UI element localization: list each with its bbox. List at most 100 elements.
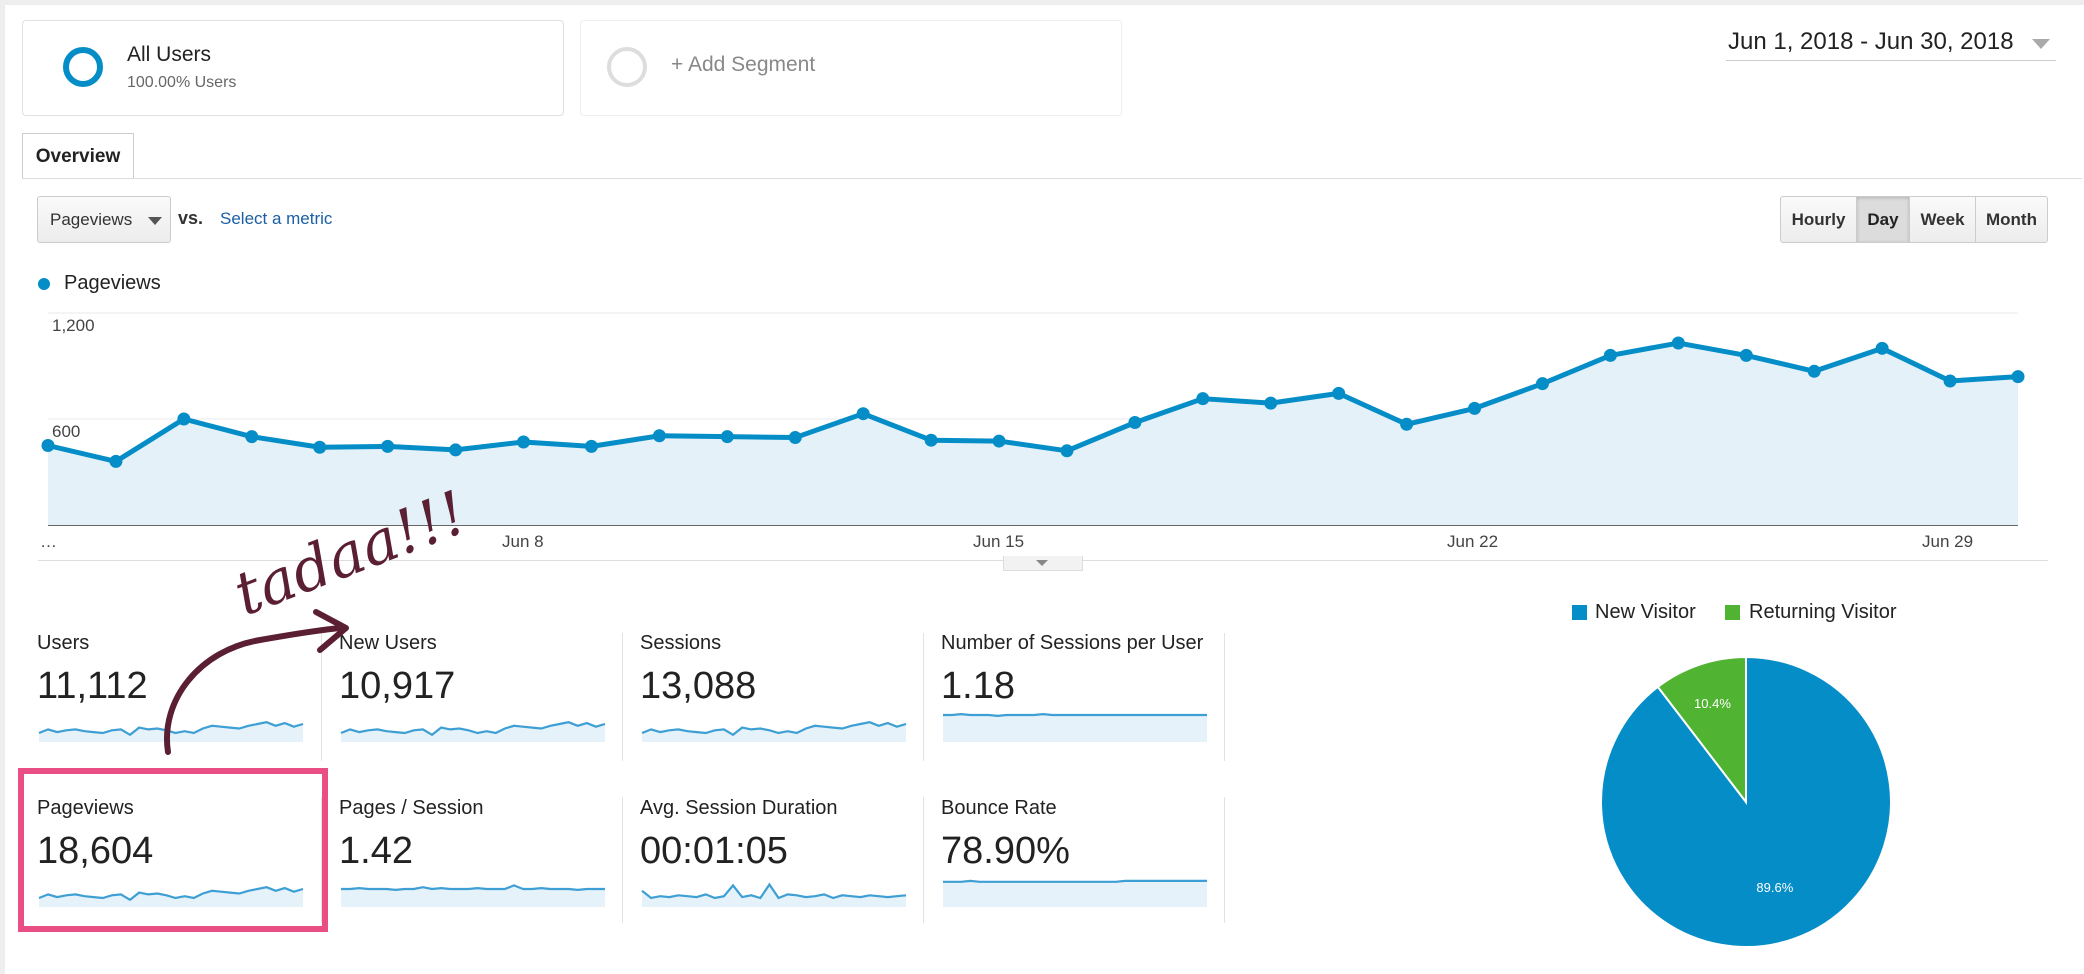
metric-sparkline: [38, 886, 304, 907]
segment-subtitle: 100.00% Users: [127, 74, 237, 91]
metric-sparkline: [943, 879, 1207, 907]
chart-point[interactable]: [41, 439, 55, 452]
chart-point[interactable]: [245, 430, 259, 444]
metric-label: Pageviews: [37, 797, 134, 819]
pie-slice[interactable]: [1656, 655, 1747, 805]
chart-point[interactable]: [1603, 348, 1617, 362]
chart-point[interactable]: [449, 443, 463, 457]
chart-point[interactable]: [1332, 386, 1346, 400]
chart-point[interactable]: [1196, 392, 1210, 406]
chart-collapse-handle[interactable]: [1003, 556, 1083, 571]
empty-segment-icon: [607, 47, 647, 87]
segment-ring-icon: [63, 47, 103, 87]
metric-label: Users: [37, 632, 90, 654]
column-divider: [321, 797, 322, 923]
chart-point[interactable]: [788, 431, 802, 445]
visitor-pie-chart: 89.6% 10.4%: [1600, 655, 1892, 948]
chart-point[interactable]: [1739, 348, 1753, 362]
chart-point[interactable]: [1535, 377, 1549, 391]
metric-sparkline: [38, 721, 304, 742]
chart-point[interactable]: [584, 439, 598, 453]
chart-point[interactable]: [1128, 416, 1142, 430]
metric-sparkline: [641, 882, 907, 907]
chart-point[interactable]: [1943, 374, 1957, 388]
pie-legend-new: New Visitor: [1595, 601, 1696, 623]
vs-label: vs.: [178, 208, 204, 228]
metric-sparkline: [943, 712, 1207, 742]
metric-value: 1.42: [339, 830, 413, 872]
tab-divider: [22, 178, 2082, 179]
chart-point[interactable]: [856, 407, 870, 421]
legend-pageviews: Pageviews: [64, 272, 161, 294]
chart-point[interactable]: [992, 434, 1006, 448]
metric-select-value: Pageviews: [50, 210, 133, 229]
column-divider: [321, 633, 322, 761]
select-metric-link[interactable]: Select a metric: [220, 209, 333, 228]
chart-point[interactable]: [109, 454, 123, 468]
metric-label: Avg. Session Duration: [640, 797, 838, 819]
chart-point[interactable]: [381, 439, 395, 453]
chart-point[interactable]: [1468, 401, 1482, 415]
chart-point[interactable]: [1060, 444, 1074, 458]
column-divider: [622, 797, 623, 923]
pie-slice-label: 89.6%: [1756, 880, 1793, 895]
metric-value: 10,917: [339, 665, 456, 707]
y-tick-label: 600: [52, 422, 81, 441]
segment-all-users[interactable]: All Users 100.00% Users: [22, 20, 564, 116]
chart-point[interactable]: [2011, 370, 2025, 384]
metric-select[interactable]: Pageviews: [37, 196, 171, 243]
annotation-arrow: [164, 609, 349, 755]
tab-overview[interactable]: Overview: [22, 133, 134, 178]
metric-label: Pages / Session: [339, 797, 484, 819]
metric-sparkline: [341, 884, 605, 907]
metric-value: 78.90%: [941, 830, 1070, 872]
metric-value: 1.18: [941, 665, 1015, 707]
chart-point[interactable]: [1807, 364, 1821, 378]
dropdown-arrow-icon: [148, 217, 162, 225]
granularity-hourly[interactable]: Hourly: [1780, 196, 1857, 243]
x-tick-label: Jun 8: [502, 532, 544, 551]
add-segment-card[interactable]: + Add Segment: [580, 20, 1122, 116]
metric-label: New Users: [339, 632, 437, 654]
column-divider: [1224, 797, 1225, 923]
chart-point[interactable]: [924, 433, 938, 447]
chart-point[interactable]: [313, 440, 327, 454]
x-tick-label: Jun 29: [1922, 532, 1974, 551]
x-tick-label: …: [40, 532, 57, 551]
legend-swatch-returning-icon: [1725, 605, 1740, 620]
metric-value: 00:01:05: [640, 830, 788, 872]
granularity-day[interactable]: Day: [1856, 196, 1910, 243]
segment-title: All Users: [127, 43, 212, 66]
pageviews-chart: [41, 312, 2025, 526]
pageviews-highlight-box: [18, 768, 328, 932]
chart-area-fill: [48, 343, 2018, 525]
chart-point[interactable]: [177, 412, 191, 426]
chart-point[interactable]: [1671, 336, 1685, 350]
legend-dot-icon: [38, 278, 50, 290]
chart-point[interactable]: [652, 429, 666, 443]
chart-point[interactable]: [1264, 396, 1278, 410]
metric-value: 11,112: [37, 665, 148, 707]
granularity-week[interactable]: Week: [1909, 196, 1976, 243]
add-segment-label: + Add Segment: [671, 53, 816, 76]
column-divider: [923, 797, 924, 923]
legend-swatch-new-icon: [1572, 605, 1587, 620]
date-range-picker[interactable]: Jun 1, 2018 - Jun 30, 2018: [1726, 26, 2056, 61]
chevron-down-icon: [2032, 39, 2050, 49]
metric-value: 18,604: [37, 830, 154, 872]
chart-point[interactable]: [1875, 341, 1889, 355]
chart-point[interactable]: [720, 430, 734, 444]
chart-point[interactable]: [1400, 417, 1414, 431]
chart-point[interactable]: [517, 435, 531, 449]
metric-sparkline: [641, 721, 907, 742]
granularity-month[interactable]: Month: [1975, 196, 2048, 243]
x-tick-label: Jun 15: [973, 532, 1025, 551]
column-divider: [1224, 633, 1225, 761]
date-range-text: Jun 1, 2018 - Jun 30, 2018: [1728, 28, 2014, 55]
column-divider: [923, 633, 924, 761]
metric-label: Sessions: [640, 632, 722, 654]
metric-label: Number of Sessions per User: [941, 632, 1204, 654]
pie-legend-returning: Returning Visitor: [1749, 601, 1897, 623]
metric-value: 13,088: [640, 665, 757, 707]
